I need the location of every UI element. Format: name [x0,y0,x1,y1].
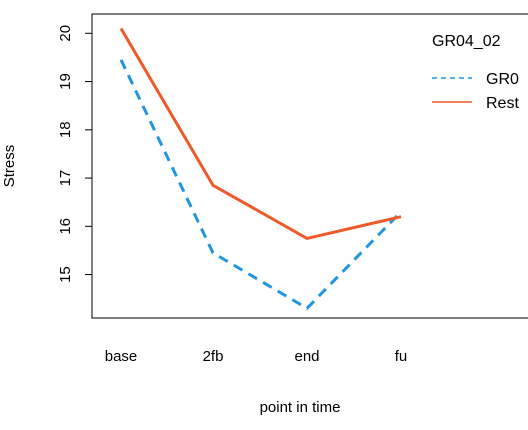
series-line-rest [119,27,402,240]
y-tick-label: 19 [57,73,74,90]
x-tick-label: base [105,348,138,365]
y-tick-label: 18 [57,121,74,138]
y-axis-label: Stress [1,145,18,188]
legend-entry-gr0: GR0 [486,71,519,88]
legend-title: GR04_02 [432,33,501,50]
x-tick-label: fu [395,348,408,365]
series-layer [119,27,403,310]
x-tick-label: 2fb [203,348,224,365]
y-tick-label: 20 [57,25,74,42]
y-axis: 15 16 17 18 19 20 [57,25,93,283]
y-tick-label: 15 [57,266,74,283]
legend: GR04_02 GR0 Rest [432,33,519,112]
series-line-gr0 [119,59,403,310]
x-axis-labels: base 2fb end fu [105,348,408,365]
y-tick-label: 17 [57,170,74,187]
x-axis-label: point in time [260,399,341,416]
y-tick-label: 16 [57,218,74,235]
plot-frame [91,13,528,319]
x-tick-label: end [294,348,319,365]
legend-entry-rest: Rest [486,95,519,112]
